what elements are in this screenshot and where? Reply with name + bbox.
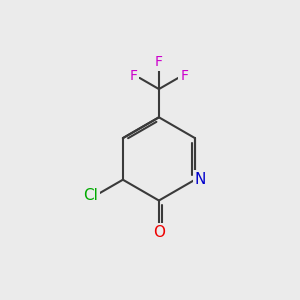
Text: O: O xyxy=(153,225,165,240)
Text: F: F xyxy=(130,69,138,83)
Text: N: N xyxy=(195,172,206,187)
Text: Cl: Cl xyxy=(84,188,98,203)
Text: F: F xyxy=(180,69,188,83)
Text: F: F xyxy=(155,55,163,69)
